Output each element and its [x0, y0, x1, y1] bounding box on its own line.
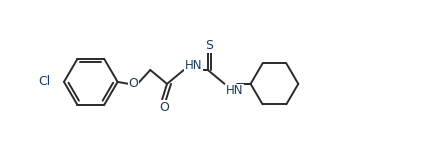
- Text: O: O: [129, 77, 139, 90]
- Text: S: S: [205, 39, 213, 52]
- Text: O: O: [159, 101, 169, 114]
- Text: HN: HN: [185, 59, 202, 72]
- Text: Cl: Cl: [38, 75, 50, 88]
- Text: HN: HN: [225, 84, 243, 97]
